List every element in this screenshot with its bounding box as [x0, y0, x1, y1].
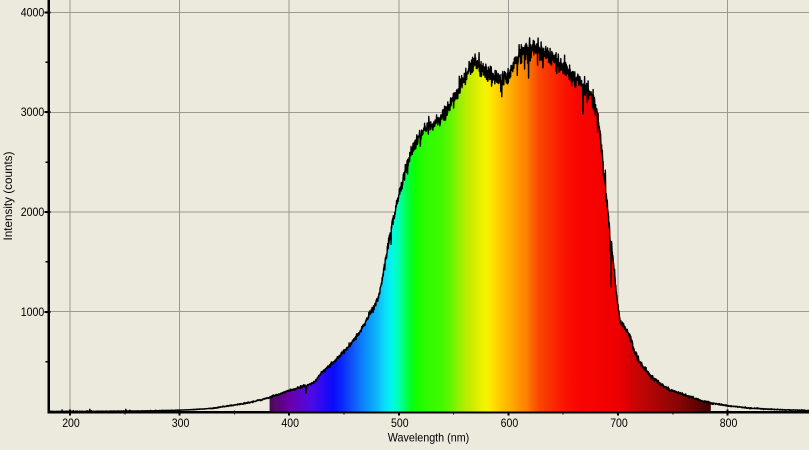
svg-text:4000: 4000: [21, 6, 45, 20]
svg-text:3000: 3000: [21, 105, 45, 119]
svg-text:700: 700: [610, 416, 628, 430]
svg-text:600: 600: [501, 416, 519, 430]
svg-text:2000: 2000: [21, 205, 45, 219]
svg-text:800: 800: [720, 416, 738, 430]
svg-text:300: 300: [172, 416, 190, 430]
svg-text:500: 500: [391, 416, 409, 430]
svg-text:Intensity (counts): Intensity (counts): [1, 152, 15, 241]
svg-text:1000: 1000: [21, 305, 45, 319]
svg-text:Wavelength (nm): Wavelength (nm): [388, 430, 470, 444]
svg-text:400: 400: [281, 416, 299, 430]
svg-text:200: 200: [62, 416, 80, 430]
